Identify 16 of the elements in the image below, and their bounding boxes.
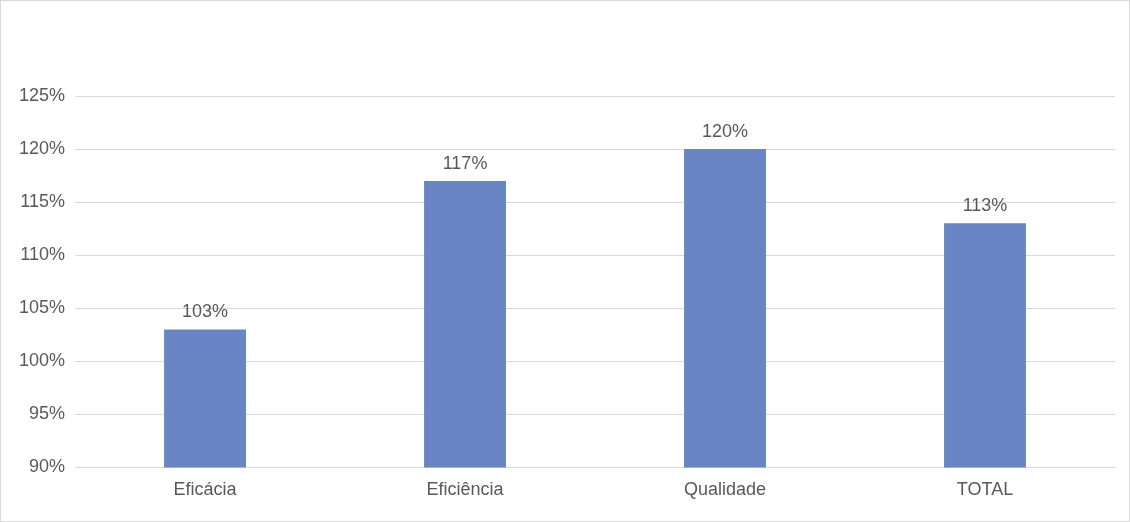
x-tick-label: TOTAL: [956, 479, 1014, 500]
y-tick-label: 95%: [29, 403, 66, 424]
y-tick-label: 100%: [18, 350, 66, 371]
x-tick-label: Eficiência: [426, 479, 505, 500]
y-tick-label: 120%: [18, 138, 66, 159]
y-tick-label: 110%: [20, 244, 66, 265]
data-label: 120%: [701, 121, 749, 142]
data-label: 113%: [962, 195, 1008, 216]
x-tick-label: Eficácia: [173, 479, 238, 500]
x-tick-label: Qualidade: [683, 479, 767, 500]
data-label: 117%: [442, 152, 488, 173]
y-tick-label: 125%: [18, 84, 66, 105]
y-tick-label: 115%: [20, 191, 66, 212]
data-label: 103%: [182, 301, 229, 322]
y-tick-label: 90%: [29, 456, 66, 477]
y-tick-label: 105%: [18, 297, 66, 318]
